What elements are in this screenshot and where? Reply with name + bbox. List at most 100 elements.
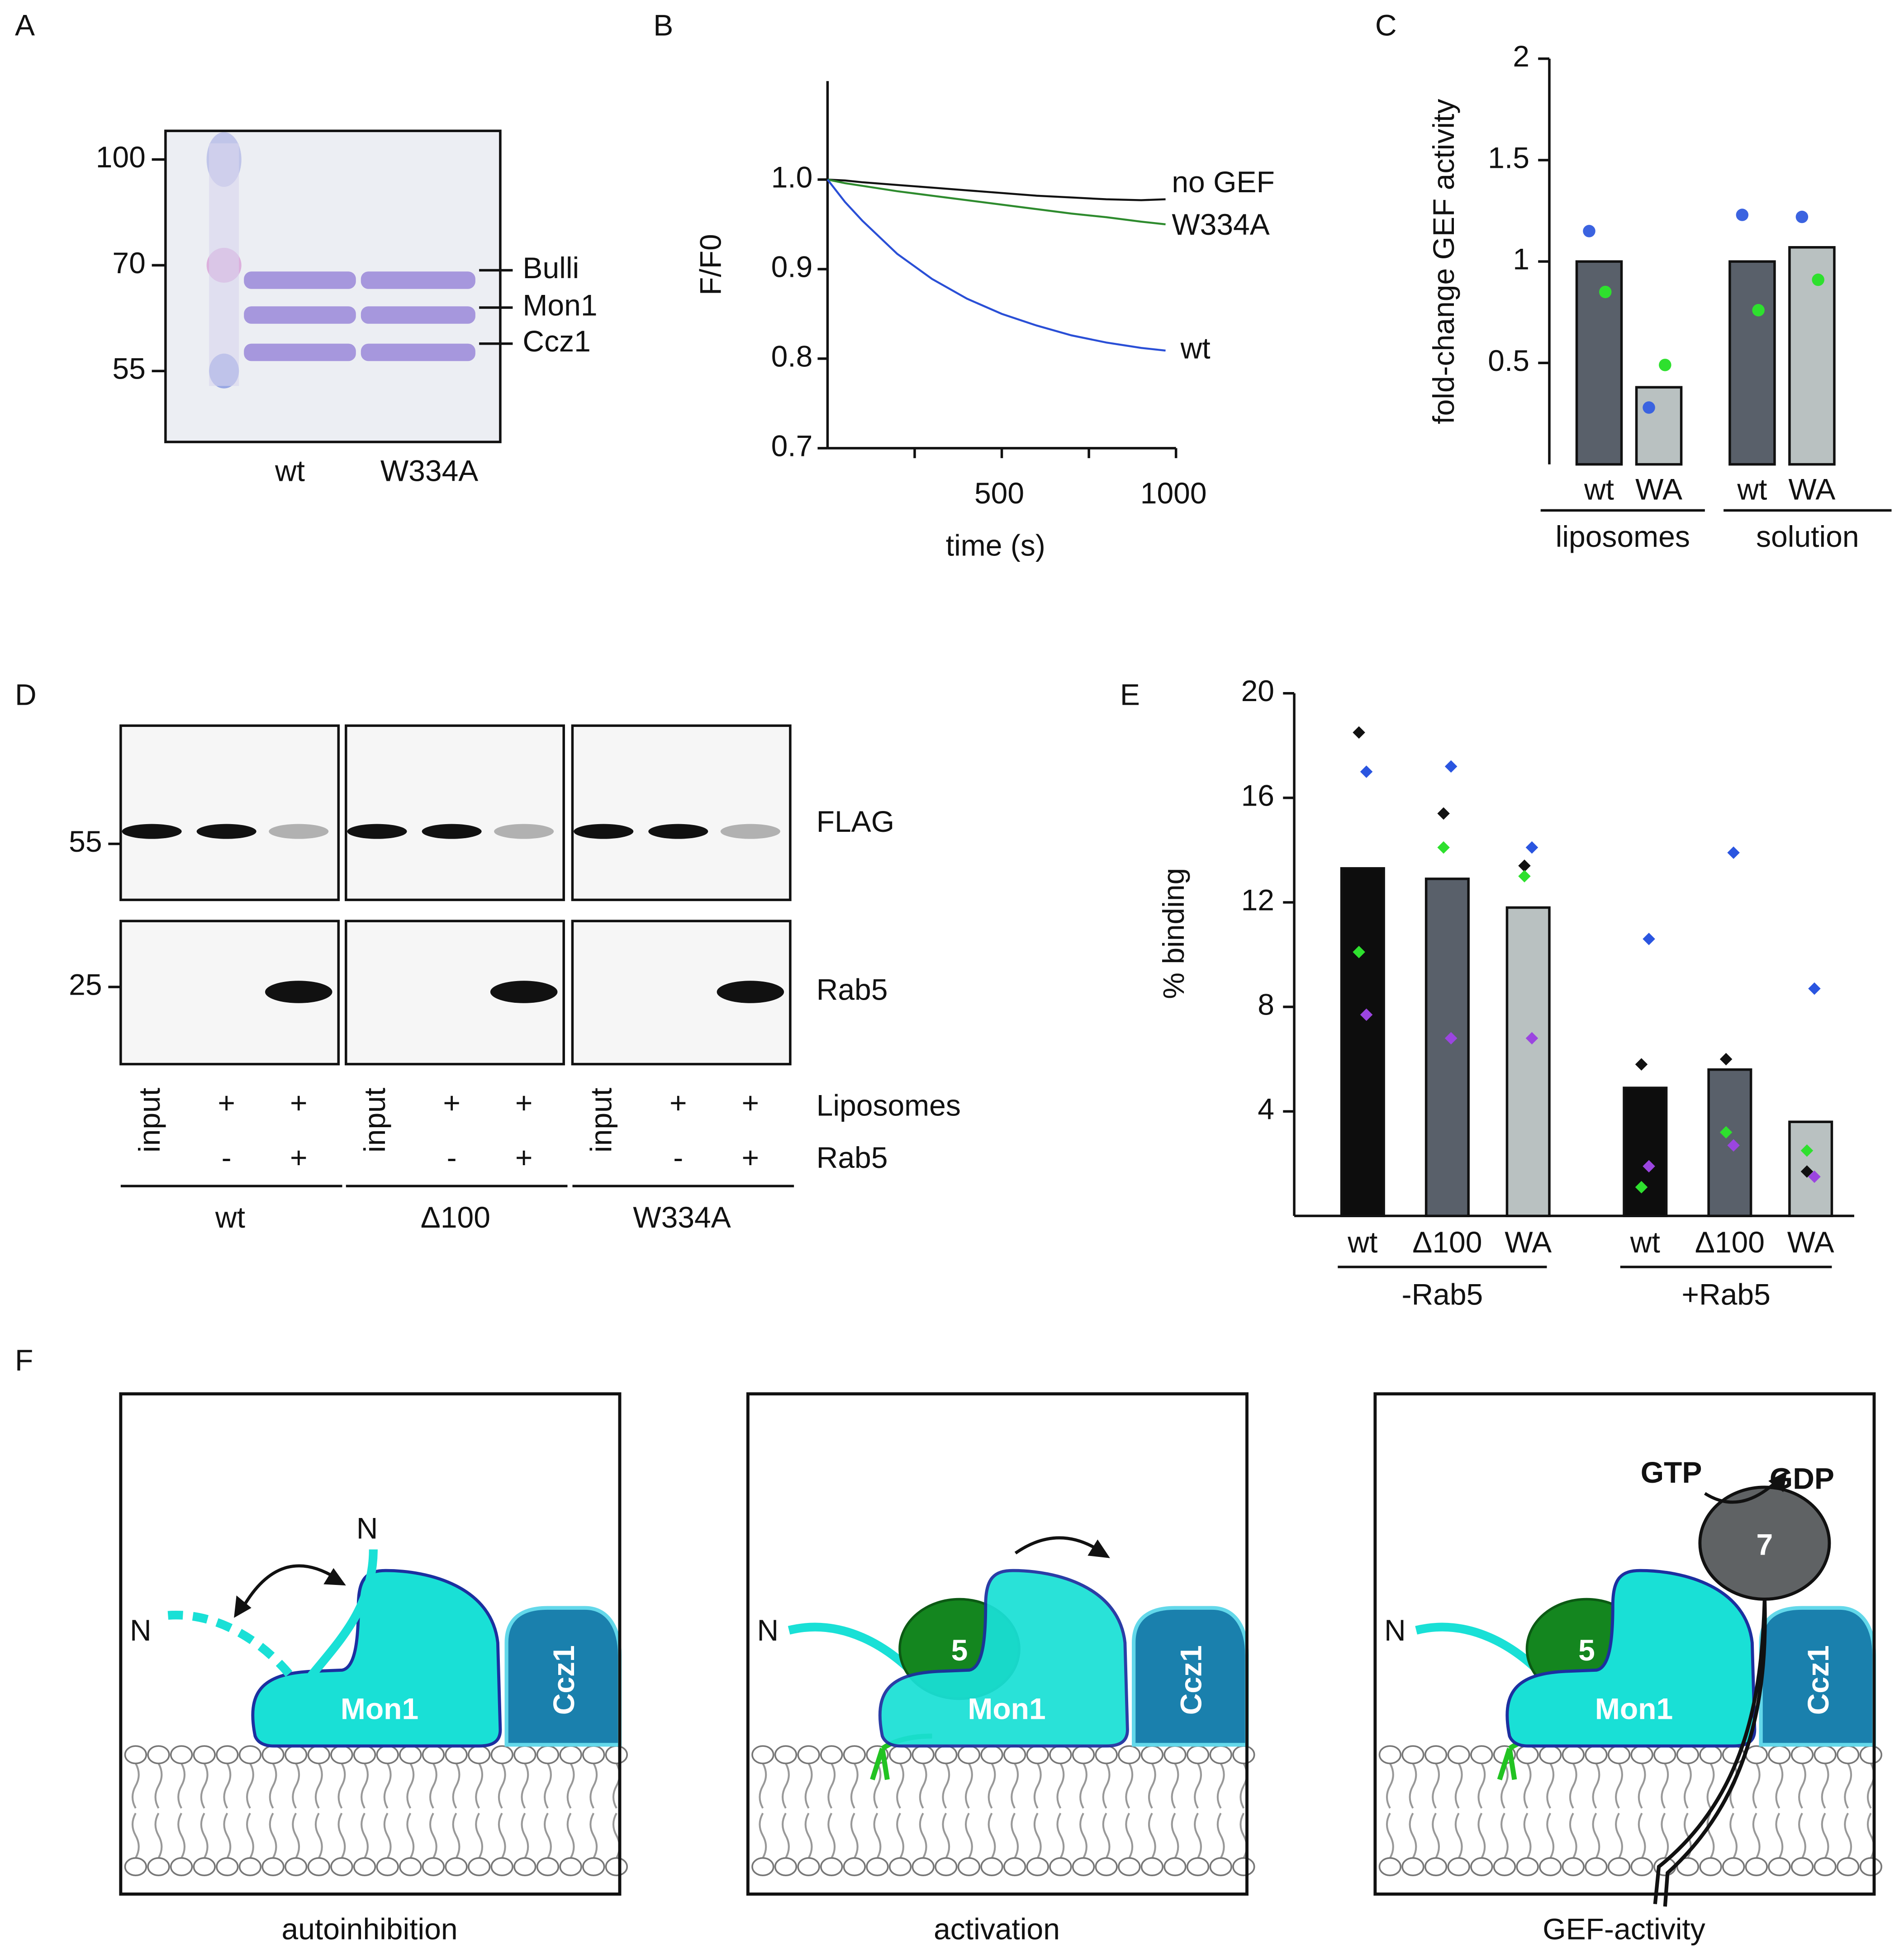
lipid-head [1186, 1745, 1210, 1765]
series-line [826, 179, 1166, 352]
lipid-head [170, 1745, 193, 1765]
lipid-tail [919, 1763, 927, 1859]
bar [1623, 1086, 1668, 1217]
replicate-point [1752, 304, 1765, 317]
bar [1728, 260, 1776, 466]
lipid-head [1424, 1745, 1448, 1765]
ccz1-label: Ccz1 [547, 1645, 580, 1715]
lane-label: + [669, 1086, 687, 1119]
lipid-tail [1661, 1763, 1669, 1859]
replicate-point [1643, 401, 1655, 414]
lipid-tail [475, 1763, 484, 1859]
lipid-head [193, 1857, 216, 1876]
blot-band [196, 824, 256, 839]
lipid-head [1607, 1857, 1631, 1876]
lipid-tail [873, 1763, 882, 1859]
replicate-point [1437, 841, 1450, 854]
lipid-tail [1615, 1763, 1623, 1859]
y-tick-label: 8 [1258, 987, 1274, 1021]
replicate-point [1643, 1160, 1655, 1173]
lipid-head [866, 1857, 889, 1876]
lipid-head [935, 1745, 958, 1765]
bar [1424, 878, 1470, 1217]
lipid-head [1585, 1857, 1608, 1876]
lane-label: + [515, 1141, 533, 1174]
replicate-point [1736, 209, 1749, 221]
blot-panel [571, 724, 792, 901]
panel-label: C [1375, 8, 1397, 42]
lipid-tail [1821, 1763, 1829, 1859]
lipid-head [559, 1745, 582, 1765]
lipid-head [1118, 1857, 1141, 1876]
lipid-head [1424, 1857, 1448, 1876]
lipid-tail [337, 1763, 346, 1859]
arrow-head [234, 1568, 346, 1618]
lipid-head [1538, 1745, 1562, 1765]
lane-label: - [673, 1141, 683, 1174]
lipid-tail [1523, 1763, 1532, 1859]
lipid-tail [1752, 1763, 1761, 1859]
n-label: N [356, 1512, 378, 1545]
group-label: wt [215, 1200, 245, 1234]
lipid-head [1837, 1857, 1860, 1876]
lipid-head [399, 1745, 422, 1765]
lipid-head [1378, 1857, 1402, 1876]
panel-label: E [1120, 678, 1140, 711]
replicate-point [1353, 726, 1365, 739]
ccz1-label: Ccz1 [1801, 1645, 1835, 1715]
lipid-head [1630, 1745, 1653, 1765]
replicate-point [1360, 1008, 1373, 1021]
lipid-head [490, 1745, 513, 1765]
lipid-head [1837, 1745, 1860, 1765]
lipid-head [820, 1857, 843, 1876]
group-label: Δ100 [421, 1200, 490, 1234]
lipid-head [536, 1745, 560, 1765]
ccz1-label: Ccz1 [1174, 1645, 1208, 1715]
lipid-head [1768, 1745, 1791, 1765]
lane-label: - [447, 1141, 457, 1174]
panel-label: D [15, 678, 37, 711]
lipid-tail [759, 1763, 767, 1859]
rab7-tether [1653, 1599, 1767, 1907]
x-tick-label: wt [1630, 1225, 1660, 1259]
lipid-head [797, 1745, 820, 1765]
lipid-head [147, 1857, 170, 1876]
lipid-head [1447, 1857, 1470, 1876]
lipid-head [1470, 1857, 1493, 1876]
mw-marker-label: 25 [69, 968, 102, 1001]
blot-band [265, 981, 332, 1003]
group-label: W334A [633, 1200, 731, 1234]
mw-marker-label: 55 [112, 352, 145, 385]
blot-panel [119, 724, 340, 901]
x-tick-label: 500 [974, 476, 1024, 510]
arrow-head [1087, 1539, 1110, 1558]
replicate-point [1659, 359, 1671, 371]
replicate-point [1800, 1165, 1814, 1178]
lipid-head [1699, 1745, 1722, 1765]
lipid-head [1401, 1857, 1424, 1876]
y-tick-label: 12 [1241, 883, 1274, 916]
lipid-tail [1102, 1763, 1111, 1859]
lipid-tail [942, 1763, 950, 1859]
x-tick-label: wt [1584, 473, 1614, 506]
protein-band [244, 306, 356, 324]
lane-label: input [584, 1088, 618, 1153]
lipid-head [774, 1857, 798, 1876]
lane-label: + [443, 1086, 461, 1119]
lipid-head [353, 1745, 376, 1765]
lipid-tail [1546, 1763, 1555, 1859]
lipid-tail [1386, 1763, 1394, 1859]
rab5-label: 5 [1578, 1633, 1595, 1667]
blot-band [347, 824, 407, 839]
protein-band [244, 343, 356, 361]
lipid-tail [1194, 1763, 1202, 1859]
lipid-head [935, 1857, 958, 1876]
lipid-tail [589, 1763, 598, 1859]
lipid-head [1859, 1857, 1882, 1876]
lipid-head [1630, 1857, 1653, 1876]
lipid-head [1140, 1857, 1164, 1876]
lipid-head [353, 1857, 376, 1876]
lipid-head [307, 1857, 330, 1876]
